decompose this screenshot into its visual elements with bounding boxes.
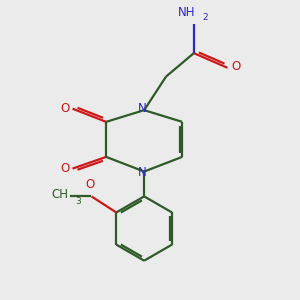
- Text: CH: CH: [51, 188, 68, 201]
- Text: N: N: [137, 102, 146, 115]
- Text: O: O: [60, 102, 70, 115]
- Text: O: O: [85, 178, 94, 190]
- Text: O: O: [232, 60, 241, 73]
- Text: 2: 2: [202, 14, 208, 22]
- Text: NH: NH: [178, 6, 195, 19]
- Text: N: N: [137, 167, 146, 179]
- Text: 3: 3: [75, 197, 81, 206]
- Text: O: O: [60, 162, 70, 175]
